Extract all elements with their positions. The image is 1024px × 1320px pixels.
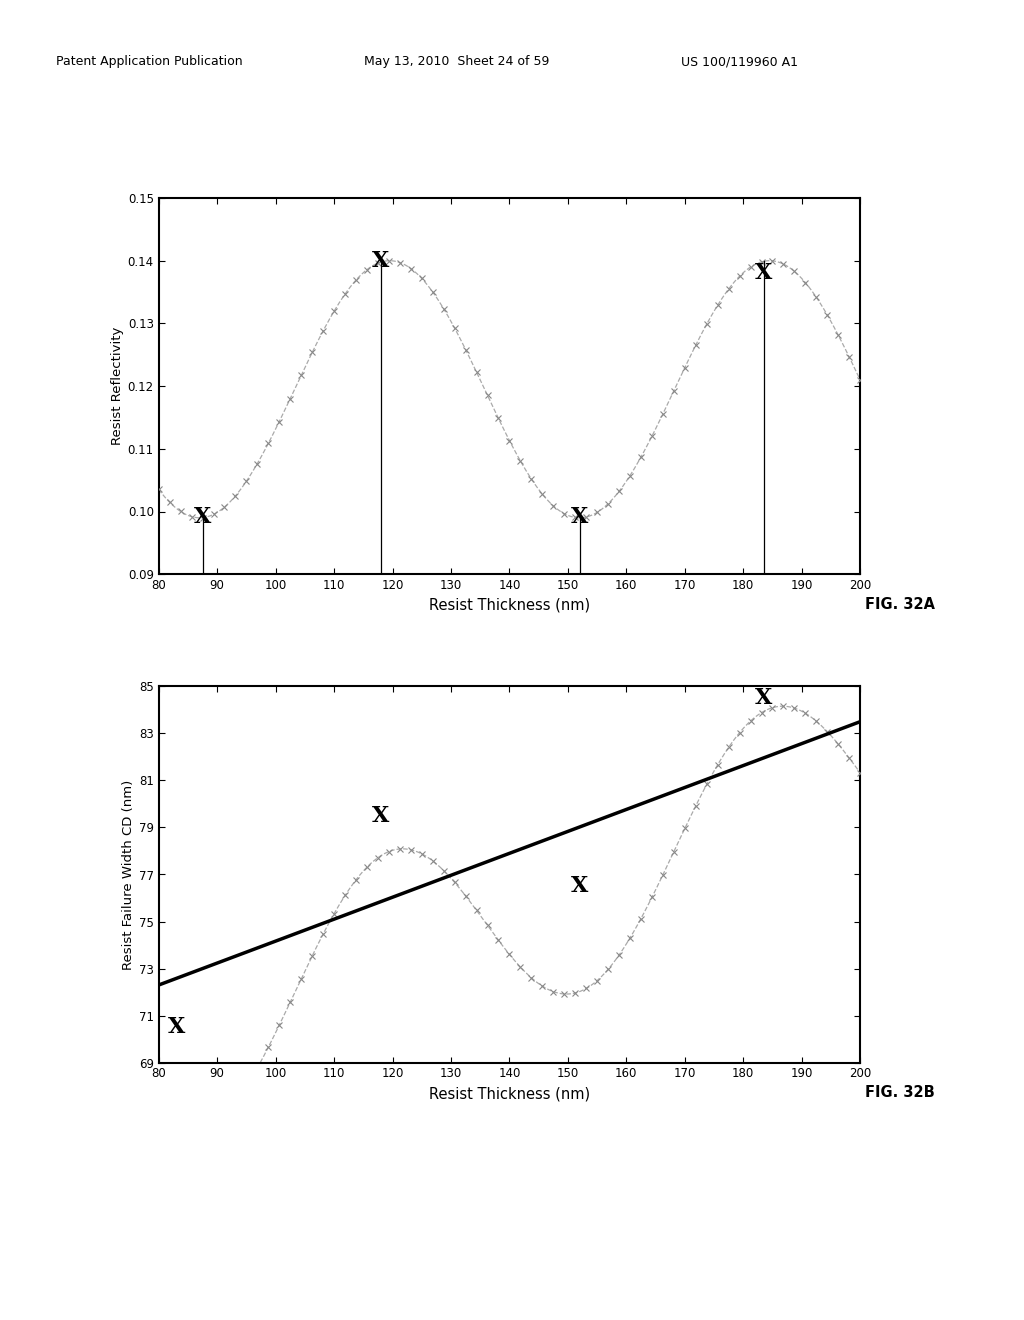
Text: X: X	[372, 805, 389, 826]
X-axis label: Resist Thickness (nm): Resist Thickness (nm)	[429, 1086, 590, 1101]
Text: X: X	[571, 875, 588, 898]
Text: US 100/119960 A1: US 100/119960 A1	[681, 55, 798, 69]
Text: X: X	[194, 506, 211, 528]
Text: Patent Application Publication: Patent Application Publication	[56, 55, 243, 69]
Text: X: X	[168, 1016, 185, 1039]
Text: FIG. 32B: FIG. 32B	[865, 1085, 935, 1100]
Text: May 13, 2010  Sheet 24 of 59: May 13, 2010 Sheet 24 of 59	[364, 55, 549, 69]
Y-axis label: Resist Failure Width CD (nm): Resist Failure Width CD (nm)	[122, 779, 135, 970]
X-axis label: Resist Thickness (nm): Resist Thickness (nm)	[429, 598, 590, 612]
Y-axis label: Resist Reflectivity: Resist Reflectivity	[111, 327, 124, 445]
Text: X: X	[372, 249, 389, 272]
Text: X: X	[571, 506, 588, 528]
Text: X: X	[755, 263, 772, 284]
Text: FIG. 32A: FIG. 32A	[865, 597, 935, 611]
Text: X: X	[755, 688, 772, 709]
